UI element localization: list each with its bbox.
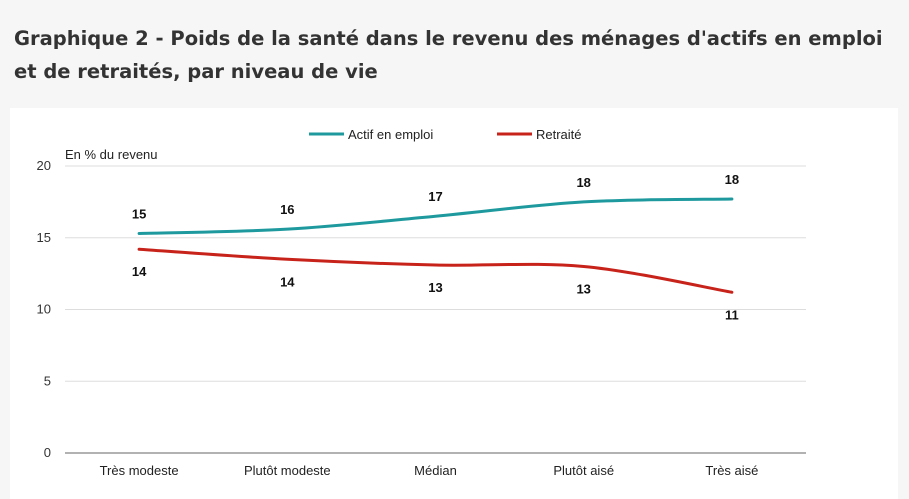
x-tick-label: Plutôt modeste <box>244 463 331 478</box>
chart-card: 0 5 10 15 20 En % du revenu Très modeste Plutôt… <box>10 108 898 499</box>
data-label: 13 <box>428 280 442 295</box>
y-tick-label: 10 <box>37 302 51 317</box>
data-label: 13 <box>576 281 590 296</box>
y-tick-label: 20 <box>37 158 51 173</box>
y-tick-label: 15 <box>37 230 51 245</box>
x-tick-label: Très aisé <box>705 463 758 478</box>
x-tick-label: Plutôt aisé <box>553 463 614 478</box>
data-label: 18 <box>725 172 739 187</box>
line-chart: 0 5 10 15 20 En % du revenu Très modeste Plutôt… <box>37 127 806 478</box>
data-label: 11 <box>725 307 739 322</box>
data-label: 18 <box>576 175 590 190</box>
chart-title: Graphique 2 - Poids de la santé dans le … <box>14 27 883 83</box>
series-line <box>137 247 734 294</box>
legend-label: Actif en emploi <box>348 127 433 142</box>
y-tick-label: 0 <box>44 445 51 460</box>
data-label: 17 <box>428 189 442 204</box>
y-axis-label: En % du revenu <box>65 147 158 162</box>
data-label: 16 <box>280 202 294 217</box>
y-tick-label: 5 <box>44 373 51 388</box>
x-tick-label: Médian <box>414 463 457 478</box>
data-label: 15 <box>132 206 146 221</box>
data-label: 14 <box>280 274 295 289</box>
legend-label: Retraité <box>536 127 582 142</box>
x-tick-label: Très modeste <box>100 463 179 478</box>
data-label: 14 <box>132 264 147 279</box>
series-line <box>137 197 734 235</box>
